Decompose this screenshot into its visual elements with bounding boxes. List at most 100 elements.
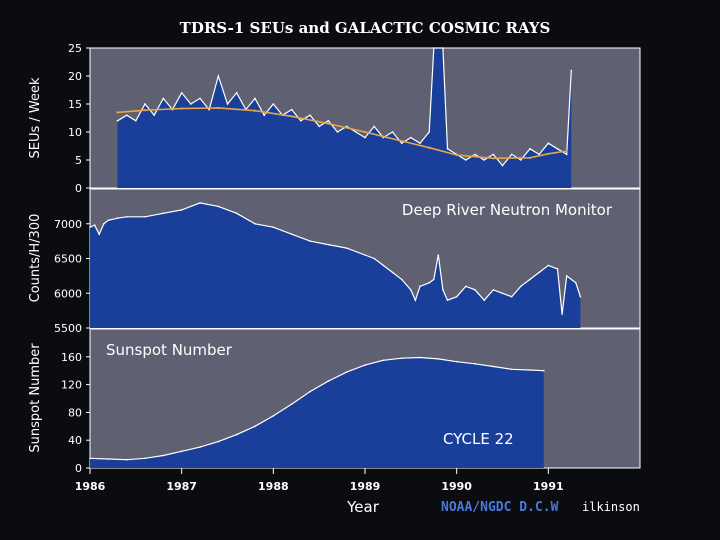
credit-prefix: NOAA/NGDC D.C.W xyxy=(441,500,559,515)
sunspot-panel: 0 40 80 120 160 Sunspot Number Sunspot Number C… xyxy=(28,328,641,475)
data-point xyxy=(144,103,146,105)
trend-point xyxy=(253,109,257,112)
x-tick-label: 1991 xyxy=(533,480,564,493)
data-point xyxy=(199,202,201,204)
data-point xyxy=(364,254,366,256)
data-point xyxy=(529,148,531,150)
data-point xyxy=(199,97,201,100)
data-point xyxy=(433,278,435,281)
data-point xyxy=(400,142,403,144)
trend-point xyxy=(528,156,532,159)
data-point xyxy=(345,247,348,249)
y-axis-label: SEUs / Week xyxy=(28,77,43,158)
data-point xyxy=(116,120,119,122)
data-point xyxy=(217,205,220,208)
data-point xyxy=(400,278,403,281)
data-point xyxy=(180,450,183,453)
data-point xyxy=(300,120,302,122)
credit: NOAA/NGDC D.C.W ilkinson xyxy=(441,500,640,515)
trend-point xyxy=(180,107,183,110)
data-point xyxy=(547,142,550,144)
data-point xyxy=(501,164,504,167)
x-axis: 1986 1987 1988 1989 1990 1991 xyxy=(75,468,564,493)
x-tick-label: 1987 xyxy=(166,480,197,493)
series-area xyxy=(90,202,581,328)
neutron-panel: 5500 6000 6500 7000 Counts/H/300 Deep River N… xyxy=(28,188,641,335)
data-point xyxy=(483,299,486,302)
series-area xyxy=(90,357,544,468)
data-point xyxy=(492,153,495,156)
data-point xyxy=(529,278,531,281)
data-point xyxy=(492,289,495,291)
trend-point xyxy=(217,106,220,109)
y-tick-label: 6000 xyxy=(54,287,82,300)
data-point xyxy=(474,289,476,291)
data-point xyxy=(208,108,210,111)
series-line xyxy=(89,356,544,461)
seu-panel: 0 5 10 15 20 25 SEUs / Week xyxy=(28,42,641,195)
data-point xyxy=(107,219,110,222)
data-point xyxy=(510,295,513,298)
y-tick-label: 40 xyxy=(68,434,82,447)
data-point xyxy=(107,458,110,460)
y-axis-label: Counts/H/300 xyxy=(28,214,43,303)
trend-point xyxy=(492,157,495,160)
data-point xyxy=(290,403,293,405)
trend-point xyxy=(143,109,147,112)
data-point xyxy=(455,360,458,363)
data-point xyxy=(410,136,412,139)
y-tick-label: 25 xyxy=(68,42,82,55)
y-tick-label: 5 xyxy=(75,154,82,167)
data-point xyxy=(336,131,339,133)
data-point xyxy=(570,69,573,72)
y-tick-label: 10 xyxy=(68,126,82,139)
data-point xyxy=(93,224,96,226)
data-point xyxy=(125,216,128,218)
y-tick-label: 20 xyxy=(68,70,82,83)
data-point xyxy=(116,217,119,219)
data-point xyxy=(400,357,403,360)
data-point xyxy=(474,363,476,365)
data-point xyxy=(162,97,165,100)
data-point xyxy=(98,233,100,235)
data-point xyxy=(433,47,435,49)
data-point xyxy=(345,371,348,373)
data-point xyxy=(419,285,421,288)
data-point xyxy=(373,125,376,128)
data-point xyxy=(309,240,311,242)
cycle-note: CYCLE 22 xyxy=(443,430,514,448)
series-line xyxy=(89,202,581,315)
data-point xyxy=(180,92,183,94)
data-point xyxy=(125,458,128,461)
panel-annotation: Deep River Neutron Monitor xyxy=(402,201,613,219)
x-tick-label: 1986 xyxy=(75,480,106,493)
data-point xyxy=(510,368,513,371)
data-point xyxy=(272,415,275,417)
trend-point xyxy=(290,115,293,118)
data-point xyxy=(465,159,467,161)
credit-suffix: ilkinson xyxy=(582,500,640,514)
y-axis-label: Sunspot Number xyxy=(28,343,43,453)
data-point xyxy=(520,159,522,161)
data-point xyxy=(125,114,128,116)
data-point xyxy=(226,103,229,105)
data-point xyxy=(103,223,105,225)
data-point xyxy=(382,359,385,362)
trend-point xyxy=(455,153,458,157)
data-point xyxy=(579,295,582,298)
data-point xyxy=(414,299,417,302)
y-tick-label: 15 xyxy=(68,98,82,111)
data-point xyxy=(446,299,449,302)
x-tick-label: 1990 xyxy=(441,480,472,493)
y-tick-label: 5500 xyxy=(54,322,82,335)
data-point xyxy=(254,425,256,428)
y-tick-label: 160 xyxy=(61,351,82,364)
y-tick-label: 0 xyxy=(75,182,82,195)
trend-point xyxy=(565,149,568,153)
data-point xyxy=(217,440,220,443)
data-point xyxy=(437,254,440,256)
data-point xyxy=(428,282,431,284)
data-point xyxy=(510,153,513,156)
data-point xyxy=(190,103,192,105)
data-point xyxy=(419,142,421,144)
